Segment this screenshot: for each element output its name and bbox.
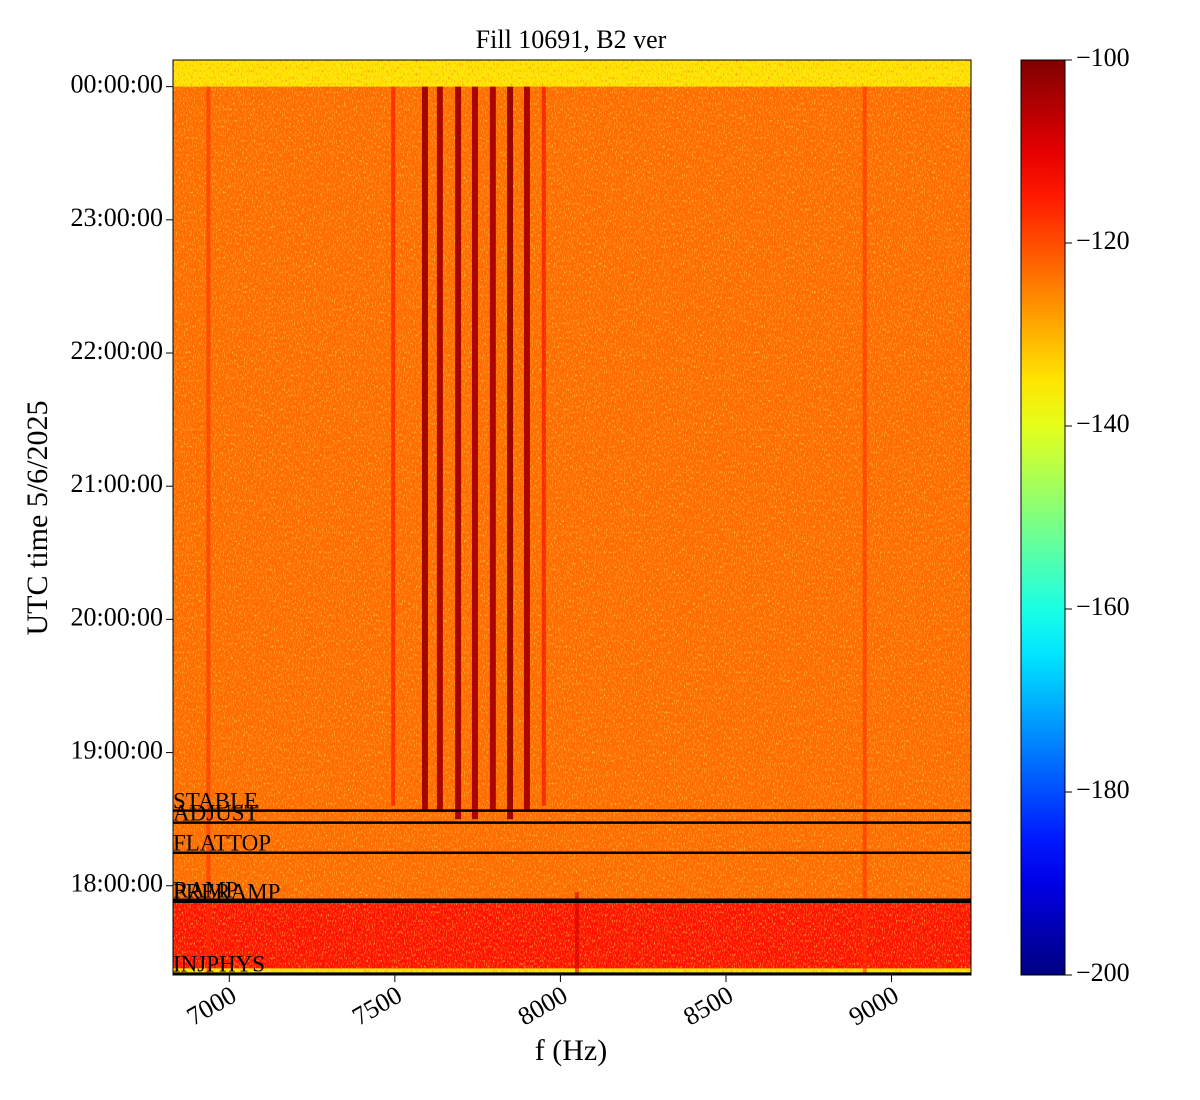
spectral-line — [574, 892, 579, 975]
colorbar-tick-label: −140 — [1076, 409, 1130, 438]
spectral-line — [862, 86, 867, 975]
spectral-line — [436, 86, 443, 812]
colorbar-tick-label: −160 — [1076, 592, 1130, 621]
spectral-line — [455, 86, 462, 820]
phase-label: ADJUST — [173, 801, 259, 826]
colorbar-tick-label: −180 — [1076, 775, 1130, 804]
spectral-line — [206, 86, 211, 975]
y-tick-label: 18:00:00 — [71, 869, 163, 898]
colorbar-tick-label: −200 — [1076, 958, 1130, 987]
x-tick-label: 7000 — [182, 980, 242, 1031]
colorbar-tick-label: −120 — [1076, 226, 1130, 255]
y-tick-label: 00:00:00 — [71, 70, 163, 99]
y-tick-label: 19:00:00 — [71, 736, 163, 765]
spectral-line — [541, 86, 546, 806]
spectral-line — [471, 86, 478, 820]
x-tick-label: 9000 — [844, 980, 904, 1031]
noise-texture — [173, 60, 971, 975]
colorbar-tick-label: −100 — [1076, 43, 1130, 72]
y-tick-label: 20:00:00 — [71, 602, 163, 631]
plot-frame — [172, 59, 972, 976]
phase-label: FLATTOP — [173, 831, 271, 856]
plot-area — [173, 60, 971, 975]
y-tick-label: 23:00:00 — [71, 203, 163, 232]
phase-label: STABLE — [173, 789, 258, 814]
colorbar — [1020, 59, 1066, 976]
x-axis-label: f (Hz) — [535, 1034, 607, 1067]
phase-label: INJPHYS — [173, 952, 265, 977]
spectral-line — [421, 86, 428, 812]
y-tick-label: 21:00:00 — [71, 469, 163, 498]
chart-title: Fill 10691, B2 ver — [476, 25, 667, 54]
spectral-line — [489, 86, 496, 812]
x-tick-label: 8500 — [678, 980, 738, 1031]
spectral-line — [507, 86, 514, 820]
y-tick-label: 22:00:00 — [71, 336, 163, 365]
phase-label: RAMP — [173, 878, 238, 903]
spectral-line — [523, 86, 530, 812]
spectral-line — [391, 86, 396, 806]
x-tick-label: 7500 — [347, 980, 407, 1031]
phase-label: PRERAMP — [173, 880, 280, 905]
x-tick-label: 8000 — [513, 980, 573, 1031]
y-axis-label: UTC time 5/6/2025 — [21, 401, 54, 636]
